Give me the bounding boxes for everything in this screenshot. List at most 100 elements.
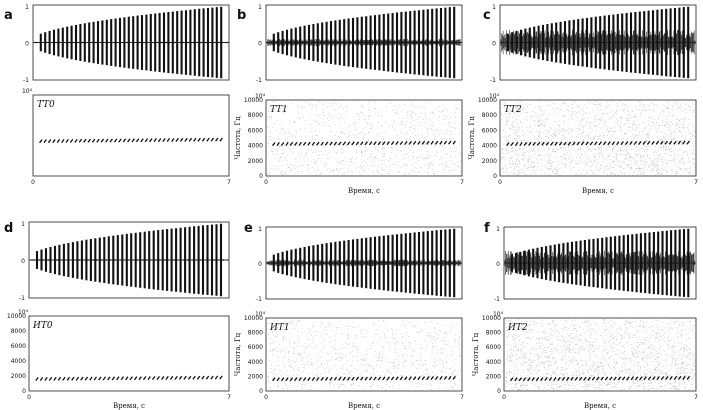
spectrogram-tone [395,376,399,381]
spectrogram-tone [156,376,160,380]
spectrogram-tone [554,141,558,146]
spectrogram-tone [665,376,669,380]
spectrogram-tone [576,141,580,146]
spectrogram-tone [430,376,434,380]
spectrogram-noise [267,318,462,391]
spectrogram-tone [324,376,329,381]
spectrogram-tone [280,377,285,382]
spectrogram-tone [122,138,127,143]
spectrogram-tone [426,376,430,381]
spectrogram-tick-label: 4000 [486,359,501,366]
spectrogram-tone [302,141,307,146]
spectrogram-tone [412,140,417,145]
spectrogram-tone [574,376,579,381]
spectrogram-tick-label: 2000 [248,373,263,380]
spectrogram-tick-label: 10000 [244,315,263,322]
spectrogram-tone [544,377,548,381]
spectrogram-tone [686,140,690,145]
spectrogram-tone [673,376,678,380]
spectrogram-tone [75,376,80,381]
y-scale-label: 10⁴ [493,311,504,318]
spectrogram-tone [118,138,122,143]
spectrogram-tone [39,377,44,381]
spectrogram-tone [187,375,192,380]
spectrogram-tone [214,375,219,380]
spectrogram-tick-label: 6000 [248,344,263,351]
y-axis-title: Частота, Гц [234,332,242,376]
spectrogram-tone [66,376,71,381]
spectrogram-tone [333,141,338,146]
spectrogram-tick-label: 6000 [486,344,501,351]
spectrogram-tone [364,376,368,381]
spectrogram-tone [514,377,518,382]
spectrogram-tone [506,142,510,147]
spectrogram-tone [153,138,157,143]
spectrogram-tone [166,138,171,142]
spectrogram-tone [633,141,638,145]
waveform-tick-label: 0 [25,41,29,48]
panel-letter: f [484,221,490,236]
spectrogram-tone [656,376,660,381]
waveform-tick-label: 1 [258,226,262,233]
spectrogram-tone [646,140,651,145]
spectrogram-tone [583,376,587,381]
spectrogram-tick-label: 10000 [478,97,497,104]
spectrogram-tone [647,376,652,381]
spectrogram-tone [621,376,626,381]
spectrogram-tone [448,140,452,145]
waveform-tick-label: 1 [21,221,25,228]
waveform-tick-label: -1 [490,77,496,84]
spectrogram-tone [329,141,333,146]
y-axis-title: Частота, Гц [472,332,480,376]
spectrogram-tone [219,375,223,380]
spectrogram-tone [668,140,673,145]
spectrogram-tone [131,138,135,143]
x-tick-label: 7 [460,394,464,401]
spectrogram-frame [32,94,230,177]
spectrogram-noise [267,101,462,176]
spectrogram-tone [660,376,665,381]
spectrogram-tone [624,141,629,146]
spectrogram-tick-label: 8000 [482,112,497,119]
spectrogram-tone [147,376,151,381]
spectrogram-tone [174,375,178,380]
spectrogram-tone [210,137,215,142]
spectrogram-tone [368,141,373,146]
spectrogram-tone [178,375,183,380]
spectrogram-tone [682,140,686,145]
spectrogram-tone [140,138,144,143]
spectrogram-tone [390,141,395,146]
x-axis-title: Время, с [348,402,380,410]
x-tick-label: 7 [460,179,464,186]
spectrogram-tone [111,376,116,381]
spectrogram-tone [57,376,62,381]
x-tick-label: 7 [227,179,231,186]
waveform-tick-label: 1 [25,4,29,11]
waveform-tick-label: 0 [258,261,262,268]
spectrogram-tone [382,141,386,146]
spectrogram-tick-label: 0 [497,388,501,395]
spectrogram-tick-label: 10000 [482,315,501,322]
spectrogram-tone [69,138,74,143]
waveform-plot: 1 0 -1 [23,4,230,84]
spectrogram-tone [102,376,107,381]
waveform-plot: 1 0 -1 [19,221,230,302]
spectrogram-tone [157,138,162,143]
y-scale-label: 10⁴ [489,93,500,100]
spectrogram-tone [162,138,166,143]
spectrogram-label: ТТ0 [37,100,55,110]
spectrogram-tone [629,141,633,145]
x-tick-label: 7 [694,179,698,186]
waveform-plot: 1 0 -1 [494,226,697,303]
spectrogram-tone [620,141,624,146]
spectrogram-tone [652,376,656,381]
spectrogram-tone [91,138,96,143]
waveform-tick-label: -1 [256,296,262,303]
spectrogram-tone [373,141,377,146]
spectrogram-tone [580,141,585,146]
spectrogram-tone [609,376,613,381]
spectrogram-tone [532,141,536,146]
y-scale-label: 10⁴ [22,88,33,95]
waveform-tick-label: 1 [258,4,262,11]
